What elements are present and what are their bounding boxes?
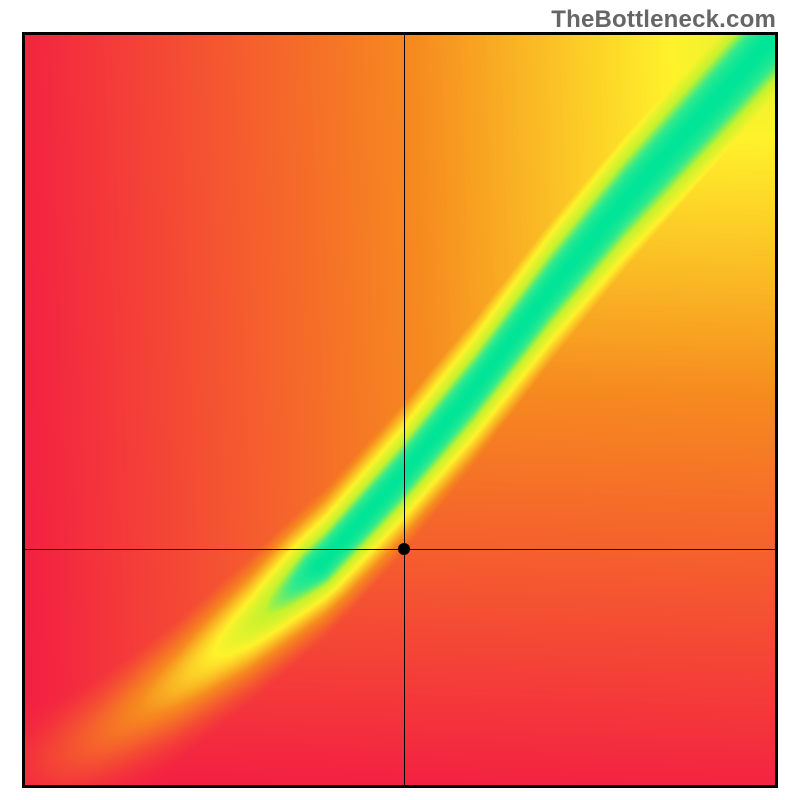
- crosshair-marker: [398, 543, 410, 555]
- root: TheBottleneck.com: [0, 0, 800, 800]
- plot-area: [22, 32, 778, 788]
- crosshair-vertical: [404, 35, 405, 785]
- heatmap-canvas: [25, 35, 775, 785]
- watermark-text: TheBottleneck.com: [551, 6, 776, 34]
